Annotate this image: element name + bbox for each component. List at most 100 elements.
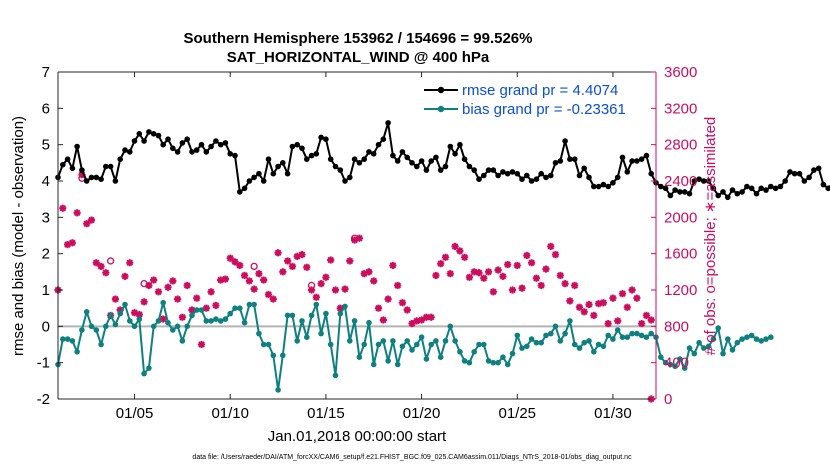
bias-point xyxy=(643,334,650,341)
bias-point xyxy=(753,336,760,342)
y-left-tick-label: 4 xyxy=(42,173,50,190)
obs-assimilated-stroke xyxy=(384,295,392,303)
obs-assimilated-marker xyxy=(379,316,387,324)
obs-assimilated-stroke xyxy=(456,247,464,255)
rmse-point xyxy=(131,138,138,144)
y-left-tick-label: -1 xyxy=(37,355,50,372)
y-left-ticks: -2 -1 0 1 2 3 4 5 6 7 xyxy=(37,64,63,408)
bias-point xyxy=(375,341,382,348)
obs-assimilated-stroke xyxy=(136,311,143,318)
bias-point xyxy=(399,343,406,350)
rmse-point xyxy=(753,190,760,197)
rmse-point xyxy=(112,178,119,184)
bias-point xyxy=(251,301,257,308)
obs-assimilated-marker xyxy=(508,286,517,294)
obs-assimilated-stroke xyxy=(466,273,473,281)
rmse-point xyxy=(174,149,181,155)
obs-assimilated-marker xyxy=(499,272,507,280)
bias-point xyxy=(509,350,516,357)
rmse-point xyxy=(772,185,779,192)
bias-point xyxy=(155,318,162,324)
rmse-point xyxy=(375,141,382,148)
bias-point xyxy=(79,327,85,333)
rmse-point xyxy=(447,143,454,150)
y-left-tick-label: 7 xyxy=(42,64,50,81)
bias-point xyxy=(203,318,210,324)
rmse-point xyxy=(624,169,631,175)
bias-point xyxy=(222,316,229,322)
bias-point xyxy=(701,345,707,351)
rmse-point xyxy=(189,149,195,155)
obs-assimilated-stroke xyxy=(269,295,277,303)
rmse-point xyxy=(610,180,616,186)
x-tick-label: 01/20 xyxy=(403,405,441,422)
bias-point xyxy=(763,336,769,342)
bias-point xyxy=(366,319,372,326)
rmse-point xyxy=(710,185,717,192)
obs-assimilated-marker xyxy=(221,275,230,283)
obs-assimilated-marker xyxy=(212,301,220,310)
obs-assimilated-marker xyxy=(494,266,502,274)
bias-point xyxy=(227,310,233,317)
rmse-point xyxy=(294,141,301,148)
legend-rmse-marker xyxy=(437,86,445,94)
obs-assimilated-stroke xyxy=(494,266,502,274)
obs-assimilated-stroke xyxy=(313,293,320,301)
rmse-point xyxy=(260,178,267,184)
bias-point xyxy=(457,349,463,355)
bias-point xyxy=(581,339,587,346)
bias-point xyxy=(323,310,329,317)
obs-assimilated-stroke xyxy=(332,286,339,294)
rmse-point xyxy=(748,185,755,192)
bias-point xyxy=(672,363,678,370)
rmse-point xyxy=(366,149,372,155)
bias-point xyxy=(557,338,564,344)
obs-assimilated-stroke xyxy=(179,313,186,321)
legend-box xyxy=(420,79,650,119)
bias-point xyxy=(447,323,454,330)
rmse-point xyxy=(791,170,798,177)
rmse-point xyxy=(418,158,425,164)
rmse-point xyxy=(825,185,830,192)
obs-assimilated-stroke xyxy=(97,263,105,270)
obs-assimilated-marker xyxy=(427,313,435,321)
chart-title-line1: Southern Hemisphere 153962 / 154696 = 99… xyxy=(184,30,533,47)
obs-assimilated-stroke xyxy=(580,308,588,316)
bias-point xyxy=(667,361,674,368)
obs-assimilated-marker xyxy=(542,265,550,273)
rmse-point xyxy=(533,176,540,182)
obs-assimilated-stroke xyxy=(327,256,334,264)
rmse-point xyxy=(308,152,315,159)
obs-assimilated-stroke xyxy=(222,275,229,283)
bias-point xyxy=(217,318,224,324)
bias-point xyxy=(174,323,181,330)
rmse-point xyxy=(275,163,281,170)
bias-point xyxy=(414,341,420,348)
bias-point xyxy=(179,338,186,344)
bias-point xyxy=(739,336,745,342)
obs-assimilated-marker xyxy=(590,311,598,320)
rmse-point xyxy=(146,129,152,135)
obs-assimilated-stroke xyxy=(614,317,622,325)
obs-assimilated-marker xyxy=(456,247,464,255)
obs-assimilated-stroke xyxy=(102,269,110,277)
obs-assimilated-marker xyxy=(202,304,210,312)
rmse-point xyxy=(552,160,559,166)
bias-point xyxy=(567,318,573,324)
rmse-point xyxy=(705,178,712,184)
rmse-point xyxy=(318,134,324,141)
obs-assimilated-stroke xyxy=(121,273,129,280)
bias-point xyxy=(347,338,353,344)
rmse-point xyxy=(414,163,420,170)
rmse-point xyxy=(136,131,143,137)
rmse-point xyxy=(481,172,487,179)
obs-assimilated-marker xyxy=(374,304,383,312)
obs-assimilated-stroke xyxy=(255,270,263,277)
bias-point xyxy=(476,341,482,348)
rmse-point xyxy=(423,167,430,173)
obs-assimilated-marker xyxy=(403,306,411,314)
obs-assimilated-stroke xyxy=(131,309,138,317)
rmse-point xyxy=(88,174,95,181)
obs-assimilated-stroke xyxy=(480,274,488,282)
y-right-tick-label: 2400 xyxy=(664,173,697,190)
